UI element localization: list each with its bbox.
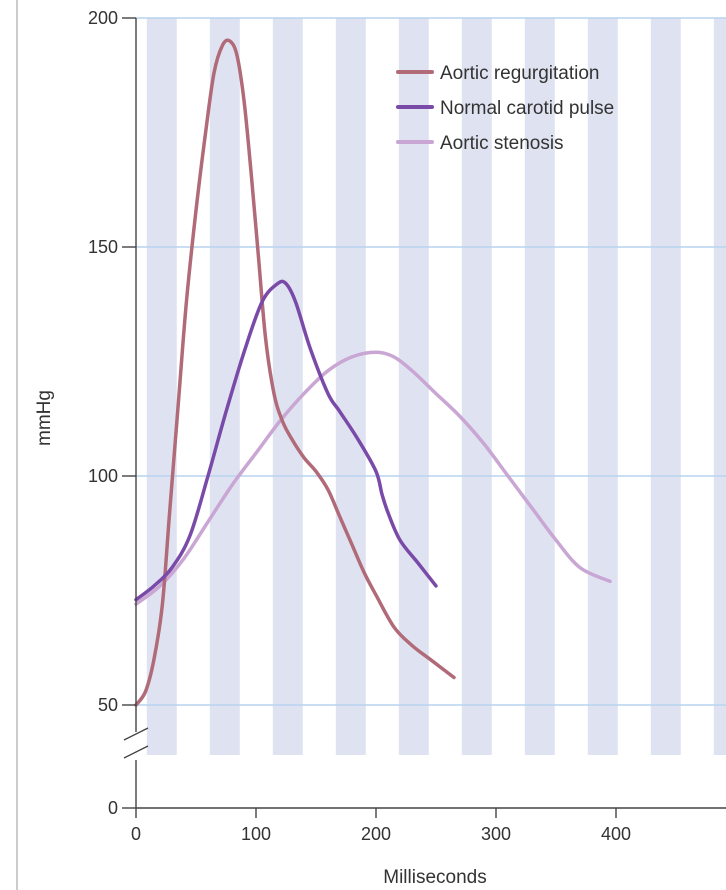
series-line-aortic-regurgitation — [134, 38, 456, 707]
y-axis-title: mmHg — [34, 390, 55, 446]
legend-label-normal-carotid-pulse: Normal carotid pulse — [440, 98, 614, 119]
background-stripe-7 — [587, 18, 618, 755]
background-stripe-1 — [209, 18, 240, 755]
background-stripe-3 — [335, 18, 366, 755]
x-axis-ticks: 0 100 200 300 400 — [131, 808, 631, 844]
y-tick-label-50: 50 — [98, 695, 118, 715]
x-tick-label-400: 400 — [601, 824, 631, 844]
background-stripe-9 — [713, 18, 726, 755]
background-stripe-0 — [146, 18, 177, 755]
x-tick-label-300: 300 — [481, 824, 511, 844]
axis-break-mark — [123, 727, 149, 759]
background-stripe-8 — [650, 18, 681, 755]
x-axis-title: Milliseconds — [383, 867, 486, 888]
x-tick-label-200: 200 — [361, 824, 391, 844]
y-tick-label-0: 0 — [108, 798, 118, 818]
y-axis-ticks: 0 50 100 150 200 — [88, 8, 136, 818]
legend-label-aortic-stenosis: Aortic stenosis — [440, 133, 564, 154]
legend: Aortic regurgitation Normal carotid pulse… — [396, 63, 614, 154]
x-tick-label-0: 0 — [131, 824, 141, 844]
background-stripe-5 — [461, 18, 492, 755]
background-stripe-4 — [398, 18, 429, 755]
series-line-normal-carotid-pulse — [134, 279, 438, 602]
x-tick-label-100: 100 — [241, 824, 271, 844]
series-line-aortic-stenosis — [134, 350, 612, 606]
background-stripe-2 — [272, 18, 303, 755]
y-tick-label-150: 150 — [88, 237, 118, 257]
y-tick-label-200: 200 — [88, 8, 118, 28]
legend-label-aortic-regurgitation: Aortic regurgitation — [440, 63, 599, 84]
y-tick-label-100: 100 — [88, 466, 118, 486]
background-stripe-6 — [524, 18, 555, 755]
background-stripes — [146, 18, 726, 755]
gridlines — [136, 17, 726, 706]
series-lines — [134, 38, 612, 707]
